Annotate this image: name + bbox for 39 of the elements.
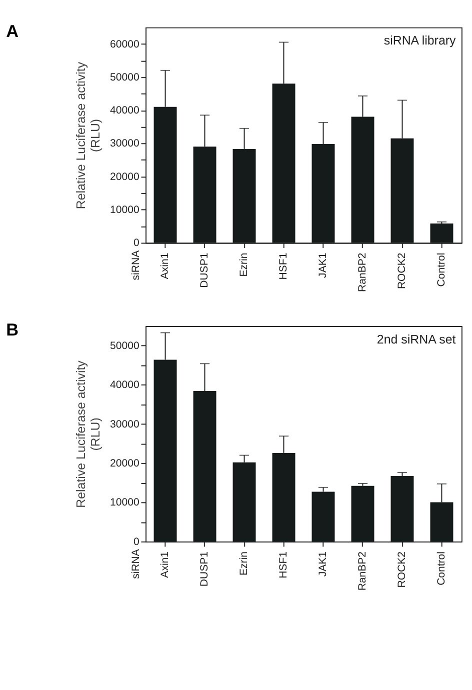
x-tick-label: RanBP2 — [356, 551, 369, 591]
x-tick-label: DUSP1 — [198, 551, 211, 587]
annotation: 2nd siRNA set — [376, 332, 456, 346]
y-tick-label: 20000 — [110, 457, 140, 470]
x-tick-label: Axin1 — [159, 551, 172, 578]
y-tick-label: 10000 — [110, 496, 140, 509]
annotation: siRNA library — [384, 34, 457, 48]
chart-title: A — [6, 20, 19, 41]
x-tick-label: HSF1 — [278, 551, 290, 578]
y-tick-label: 50000 — [110, 71, 140, 84]
x-tick-label: ROCK2 — [396, 551, 408, 588]
y-tick-label: 40000 — [110, 379, 140, 392]
y-tick-label: 50000 — [110, 340, 140, 352]
text: siRNA — [130, 549, 142, 579]
x-tick-label: JAK1 — [317, 551, 330, 577]
y-tick-label: 30000 — [110, 138, 140, 150]
bar — [312, 492, 335, 542]
x-tick-label: Control — [436, 252, 448, 287]
y-tick-label: 0 — [133, 237, 140, 250]
y-tick-label: 10000 — [110, 204, 140, 216]
x-tick-label: DUSP1 — [198, 252, 211, 288]
y-axis-title: Relative Luciferase activity (RLU) — [74, 61, 102, 210]
x-tick-label: ROCK2 — [396, 252, 408, 290]
x-tick-label: Axin1 — [159, 252, 172, 280]
y-tick-label: 60000 — [110, 38, 140, 50]
y-tick-label: 20000 — [110, 170, 140, 183]
text: siRNA — [130, 250, 142, 280]
chart-title: B — [6, 320, 19, 340]
x-tick-label: RanBP2 — [356, 252, 369, 292]
y-tick-label: 30000 — [110, 418, 140, 430]
y-tick-label: 0 — [133, 536, 140, 548]
x-tick-label: Ezrin — [238, 551, 250, 576]
x-tick-label: HSF1 — [278, 252, 290, 280]
x-tick-label: Control — [436, 552, 448, 586]
y-axis-title: Relative Luciferase activity (RLU) — [74, 360, 102, 508]
bar — [390, 476, 414, 542]
x-tick-label: JAK1 — [317, 252, 330, 278]
x-tick-label: Ezrin — [238, 252, 250, 277]
y-tick-label: 40000 — [110, 104, 140, 117]
